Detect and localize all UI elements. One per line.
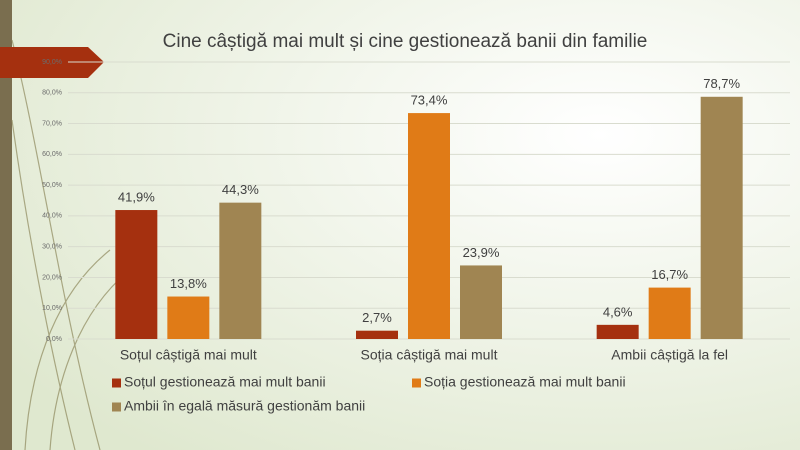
bar <box>167 296 210 339</box>
decor-curves <box>11 39 131 450</box>
y-tick-label: 80,0% <box>42 90 62 97</box>
bar <box>219 202 262 339</box>
bar <box>700 96 743 339</box>
legend-swatch <box>412 378 421 388</box>
bar <box>356 330 398 339</box>
y-tick-label: 40,0% <box>42 213 62 220</box>
y-tick-label: 20,0% <box>42 274 62 281</box>
x-tick-label: Soția câștigă mai mult <box>361 347 498 363</box>
data-label: 44,3% <box>222 182 259 197</box>
x-tick-label: Ambii câștigă la fel <box>611 347 728 363</box>
bar <box>408 113 450 339</box>
bar <box>460 265 502 339</box>
legend-swatch <box>112 402 121 412</box>
data-label: 73,4% <box>411 93 448 108</box>
bar <box>596 324 639 339</box>
bar <box>648 287 691 339</box>
y-tick-label: 0,0% <box>46 336 62 343</box>
y-tick-label: 10,0% <box>42 305 62 312</box>
legend-swatch <box>112 378 121 388</box>
title-banner <box>0 47 104 78</box>
data-label: 2,7% <box>362 310 392 325</box>
data-label: 41,9% <box>118 189 155 204</box>
data-label: 13,8% <box>170 276 207 291</box>
y-tick-label: 50,0% <box>42 182 62 189</box>
y-tick-label: 90,0% <box>42 59 62 66</box>
data-label: 78,7% <box>703 76 740 91</box>
data-label: 23,9% <box>463 245 500 260</box>
bar <box>115 210 158 339</box>
legend-label: Soțul gestionează mai mult banii <box>124 374 326 390</box>
y-tick-label: 60,0% <box>42 151 62 158</box>
y-tick-label: 70,0% <box>42 120 62 127</box>
chart-title: Cine câștigă mai mult și cine gestioneaz… <box>163 31 648 52</box>
data-label: 16,7% <box>651 267 688 282</box>
x-tick-label: Soțul câștigă mai mult <box>120 347 257 363</box>
side-strip <box>0 0 12 450</box>
data-label: 4,6% <box>603 304 633 319</box>
legend-label: Ambii în egală măsură gestionăm banii <box>124 398 365 414</box>
legend-label: Soția gestionează mai mult banii <box>424 374 626 390</box>
y-tick-label: 30,0% <box>42 244 62 251</box>
